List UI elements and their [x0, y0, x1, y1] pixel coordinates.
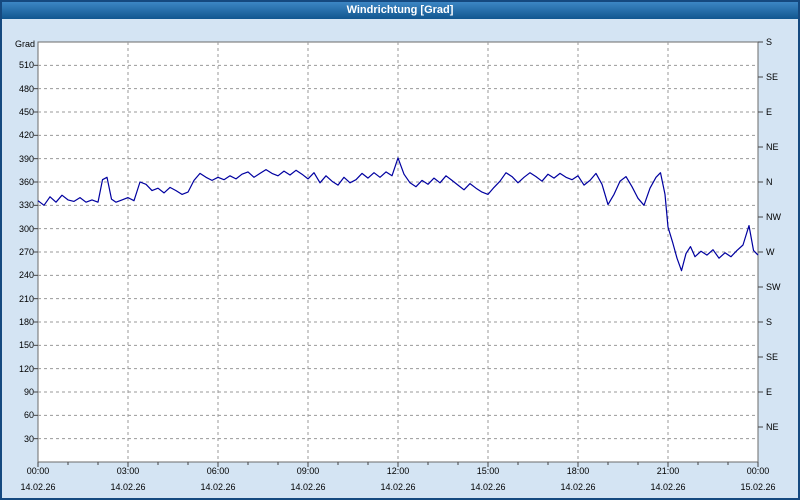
y-tick-label: 510	[18, 60, 34, 71]
y-tick-label: 450	[18, 107, 34, 117]
x-tick-date-label: 14.02.26	[650, 482, 686, 492]
right-axis-compass-label: SE	[766, 72, 779, 82]
x-tick-time-label: 18:00	[566, 466, 590, 476]
y-tick-label: 270	[18, 247, 34, 257]
y-tick-label: 360	[18, 177, 34, 187]
x-tick-date-label: 14.02.26	[470, 482, 506, 492]
right-axis-compass-label: SE	[766, 352, 779, 362]
right-axis-compass-label: E	[766, 387, 773, 397]
y-tick-label: 150	[18, 340, 34, 351]
x-tick-date-label: 14.02.26	[200, 482, 236, 492]
x-tick-time-label: 00:00	[746, 466, 770, 476]
right-axis-compass-label: NE	[766, 142, 779, 152]
x-tick-time-label: 15:00	[476, 466, 500, 476]
x-tick-date-label: 14.02.26	[290, 482, 326, 492]
y-tick-label: 210	[18, 293, 34, 304]
x-tick-time-label: 12:00	[386, 466, 410, 476]
chart-canvas	[34, 41, 763, 467]
x-tick-date-label: 14.02.26	[380, 482, 416, 492]
y-tick-label: 480	[18, 83, 34, 94]
x-tick-date-label: 14.02.26	[20, 482, 56, 492]
x-tick-time-label: 03:00	[116, 466, 140, 476]
y-tick-label: 390	[18, 153, 34, 164]
y-tick-label: 240	[18, 270, 34, 281]
x-tick-date-label: 15.02.26	[740, 482, 776, 492]
x-tick-time-label: 21:00	[656, 466, 680, 476]
wind-direction-line	[37, 157, 759, 272]
x-tick-time-label: 06:00	[206, 466, 230, 476]
y-tick-label: 300	[18, 223, 34, 234]
y-tick-label: 330	[18, 200, 34, 211]
x-tick-date-label: 14.02.26	[110, 482, 146, 492]
right-axis-compass-label: E	[766, 107, 773, 117]
x-tick-time-label: 00:00	[26, 466, 50, 476]
right-axis-compass-label: S	[766, 37, 773, 47]
y-tick-label: 90	[23, 387, 34, 397]
y-tick-label: 420	[18, 130, 34, 141]
y-tick-label: 120	[18, 363, 34, 374]
right-axis-compass-label: NE	[766, 422, 779, 432]
x-tick-time-label: 09:00	[296, 466, 320, 476]
right-axis-compass-label: S	[766, 317, 773, 327]
title-bar: Windrichtung [Grad]	[2, 2, 798, 19]
right-axis-compass-label: NW	[766, 212, 781, 222]
y-tick-label: 30	[23, 433, 34, 444]
right-axis-compass-label: SW	[766, 282, 781, 292]
right-axis-compass-label: W	[766, 247, 775, 257]
right-axis-compass-label: N	[766, 177, 773, 187]
y-tick-label: 180	[18, 317, 34, 327]
window-title: Windrichtung [Grad]	[346, 4, 454, 16]
y-tick-label: 60	[23, 410, 34, 421]
y-axis-unit-label: Grad	[15, 39, 36, 49]
x-tick-date-label: 14.02.26	[560, 482, 596, 492]
